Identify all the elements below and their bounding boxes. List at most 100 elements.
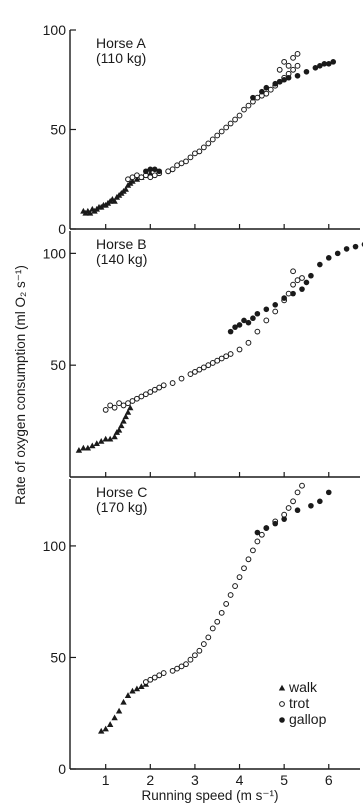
walk-point — [111, 714, 118, 721]
trot-point — [236, 574, 243, 581]
trot-point — [299, 275, 305, 281]
trot-point — [142, 391, 149, 398]
gallop-point — [317, 261, 323, 268]
gallop-point — [254, 529, 261, 536]
trot-point — [196, 647, 203, 654]
gallop-point — [325, 255, 332, 261]
gallop-point — [250, 94, 256, 101]
trot-point — [192, 652, 198, 659]
trot-point — [151, 674, 158, 681]
trot-point — [160, 670, 167, 676]
y-tick-label: 50 — [50, 122, 66, 138]
trot-point — [241, 565, 247, 572]
gallop-point — [263, 84, 270, 91]
trot-point — [107, 402, 114, 409]
walk-point — [133, 176, 141, 182]
trot-point — [134, 395, 140, 402]
walk-point — [111, 197, 118, 204]
walk-point — [75, 446, 83, 453]
panel-mass-label: (110 kg) — [96, 50, 146, 66]
trot-point — [183, 661, 189, 668]
trot-point — [138, 393, 145, 400]
gallop-point — [254, 310, 261, 317]
trot-point — [187, 154, 194, 161]
walk-point — [129, 178, 136, 184]
walk-point — [127, 404, 134, 411]
trot-point — [263, 90, 270, 97]
gallop-point — [259, 88, 265, 95]
trot-point — [178, 375, 185, 382]
gallop-point — [236, 322, 243, 328]
trot-point — [254, 328, 261, 335]
trot-point — [156, 384, 163, 391]
panel-mass-label: (170 kg) — [96, 499, 147, 515]
gallop-point — [317, 498, 323, 505]
trot-point — [205, 634, 212, 641]
y-tick-label: 100 — [43, 245, 67, 261]
trot-point — [169, 380, 176, 386]
trot-point — [290, 268, 296, 275]
trot-point — [218, 128, 225, 135]
trot-point — [232, 116, 238, 123]
trot-point — [174, 665, 180, 672]
trot-point — [218, 609, 225, 616]
walk-point — [84, 444, 92, 451]
trot-point — [227, 120, 234, 127]
walk-point — [93, 440, 100, 447]
gallop-point — [330, 59, 337, 65]
gallop-point — [325, 61, 332, 67]
gallop-point — [281, 516, 287, 522]
trot-point — [102, 407, 109, 413]
trot-point — [294, 277, 301, 284]
gallop-point — [263, 525, 270, 531]
walk-point — [138, 683, 145, 690]
gallop-point — [250, 315, 256, 322]
legend-trot-marker — [279, 701, 285, 707]
panel-2: 50 100 Horse B(140 kg) — [43, 231, 363, 478]
gallop-point — [290, 290, 296, 297]
gallop-point — [294, 72, 301, 79]
trot-point — [223, 124, 230, 131]
x-tick-label: 6 — [325, 772, 333, 788]
x-axis-label: Running speed (m s⁻¹) — [142, 788, 279, 803]
trot-point — [294, 50, 301, 57]
walk-point — [80, 444, 87, 451]
trot-point — [129, 398, 136, 404]
walk-point — [89, 442, 96, 449]
y-tick-label: 100 — [43, 22, 67, 38]
trot-point — [276, 66, 283, 73]
gallop-point — [334, 250, 341, 257]
walk-point — [124, 692, 132, 698]
trot-point — [285, 62, 292, 69]
trot-point — [169, 166, 176, 173]
trot-point — [111, 404, 118, 411]
trot-point — [147, 389, 154, 395]
walk-point — [102, 725, 109, 732]
trot-point — [151, 386, 158, 393]
trot-point — [209, 625, 216, 632]
walk-point — [115, 707, 123, 714]
x-tick-label: 5 — [280, 772, 288, 788]
trot-point — [250, 547, 256, 554]
walk-point — [147, 170, 154, 176]
gallop-point — [281, 295, 287, 301]
trot-point — [178, 663, 185, 670]
trot-point — [254, 538, 261, 545]
gallop-point — [227, 328, 234, 335]
trot-point — [196, 366, 203, 373]
trot-point — [214, 132, 221, 139]
walk-point — [120, 417, 127, 424]
trot-point — [267, 86, 274, 93]
trot-point — [290, 54, 296, 61]
panel-1: 0 50 100 Horse A(110 kg) — [43, 22, 360, 237]
x-tick-label: 2 — [146, 772, 154, 788]
gallop-point — [272, 302, 279, 308]
panel-3: 0 50 100 Horse C(170 kg) — [43, 479, 360, 777]
trot-point — [223, 601, 230, 607]
trot-point — [147, 676, 154, 683]
trot-point — [218, 355, 225, 362]
gallop-point — [352, 243, 359, 250]
